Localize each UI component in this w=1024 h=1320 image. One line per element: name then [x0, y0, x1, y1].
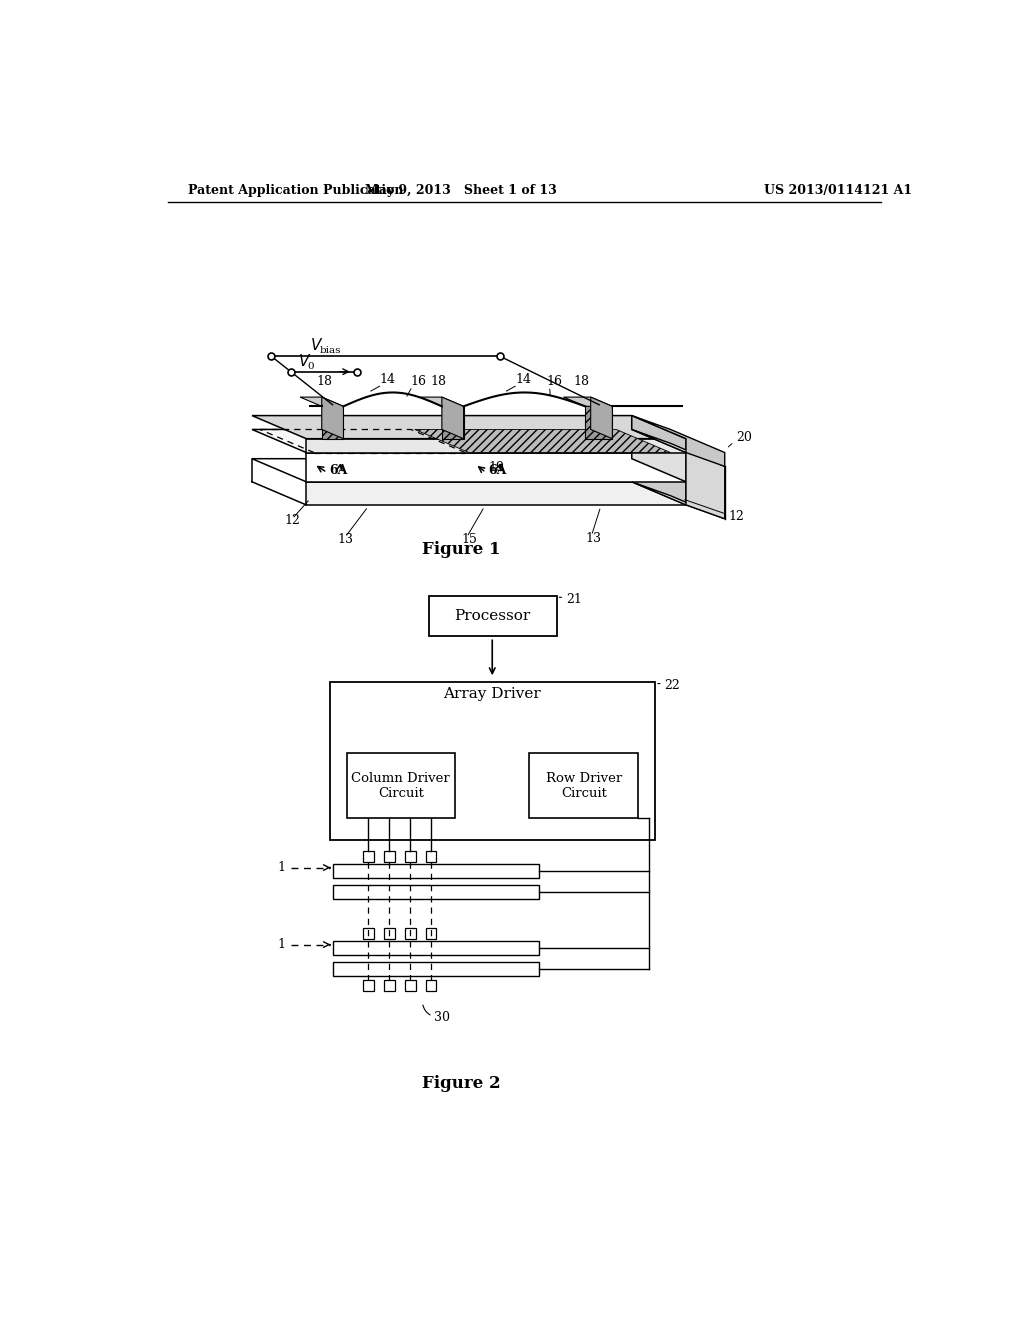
- Bar: [334, 941, 539, 956]
- Text: bias: bias: [319, 346, 341, 355]
- Polygon shape: [420, 397, 464, 407]
- Text: Column Driver
Circuit: Column Driver Circuit: [351, 772, 451, 800]
- Bar: [384, 851, 394, 862]
- Text: 13: 13: [337, 533, 353, 546]
- Text: Processor: Processor: [454, 609, 530, 623]
- Text: Figure 1: Figure 1: [422, 541, 501, 558]
- Polygon shape: [591, 397, 612, 438]
- Text: 20: 20: [736, 432, 753, 444]
- Text: 22: 22: [665, 680, 680, 693]
- Text: 18: 18: [573, 375, 590, 388]
- Text: 6A: 6A: [330, 465, 348, 477]
- Text: US 2013/0114121 A1: US 2013/0114121 A1: [764, 185, 911, 197]
- Bar: [362, 979, 374, 991]
- Text: 1: 1: [278, 939, 286, 952]
- Polygon shape: [252, 416, 686, 438]
- Polygon shape: [442, 407, 464, 438]
- Text: $V$: $V$: [310, 337, 324, 354]
- Text: 15: 15: [461, 533, 477, 546]
- Text: Array Driver: Array Driver: [443, 688, 541, 701]
- Bar: [384, 928, 394, 940]
- Bar: [346, 752, 455, 818]
- Polygon shape: [252, 459, 686, 482]
- Polygon shape: [442, 397, 464, 438]
- Bar: [330, 682, 655, 840]
- Polygon shape: [632, 416, 686, 453]
- Bar: [426, 851, 436, 862]
- Text: Row Driver
Circuit: Row Driver Circuit: [546, 772, 622, 800]
- Text: 26: 26: [343, 741, 358, 754]
- Polygon shape: [306, 482, 686, 506]
- Bar: [426, 979, 436, 991]
- Polygon shape: [632, 429, 686, 482]
- Text: Patent Application Publication: Patent Application Publication: [188, 185, 403, 197]
- Text: 24: 24: [636, 741, 652, 754]
- Bar: [334, 962, 539, 977]
- Polygon shape: [632, 459, 686, 506]
- Text: May 9, 2013   Sheet 1 of 13: May 9, 2013 Sheet 1 of 13: [366, 185, 557, 197]
- Text: 14: 14: [380, 374, 396, 387]
- Polygon shape: [632, 429, 725, 519]
- Text: 16: 16: [411, 375, 427, 388]
- Polygon shape: [306, 438, 686, 453]
- Bar: [362, 928, 374, 940]
- Text: 13: 13: [586, 532, 601, 545]
- Text: 19: 19: [488, 461, 504, 474]
- Bar: [404, 979, 416, 991]
- Polygon shape: [563, 397, 612, 407]
- Bar: [384, 979, 394, 991]
- Bar: [429, 595, 557, 636]
- Polygon shape: [415, 429, 671, 453]
- Text: 18: 18: [430, 375, 446, 388]
- Polygon shape: [306, 453, 686, 482]
- Text: 16: 16: [547, 375, 562, 388]
- Bar: [529, 752, 638, 818]
- Polygon shape: [632, 416, 725, 466]
- Text: 1: 1: [278, 861, 286, 874]
- Text: $V$: $V$: [299, 354, 312, 370]
- Bar: [404, 928, 416, 940]
- Text: 0: 0: [307, 362, 313, 371]
- Polygon shape: [322, 407, 343, 438]
- Text: 12: 12: [285, 515, 300, 527]
- Bar: [426, 928, 436, 940]
- Text: 30: 30: [434, 1011, 451, 1024]
- Polygon shape: [300, 397, 343, 407]
- Polygon shape: [322, 397, 343, 438]
- Bar: [334, 886, 539, 899]
- Text: 14: 14: [515, 374, 531, 387]
- Text: 18: 18: [316, 375, 333, 388]
- Polygon shape: [632, 482, 725, 519]
- Bar: [334, 865, 539, 878]
- Polygon shape: [586, 407, 612, 438]
- Text: Figure 2: Figure 2: [422, 1076, 501, 1093]
- Text: 12: 12: [729, 511, 744, 523]
- Text: 21: 21: [566, 593, 582, 606]
- Text: 6A: 6A: [488, 465, 507, 477]
- Polygon shape: [252, 429, 686, 453]
- Bar: [362, 851, 374, 862]
- Bar: [404, 851, 416, 862]
